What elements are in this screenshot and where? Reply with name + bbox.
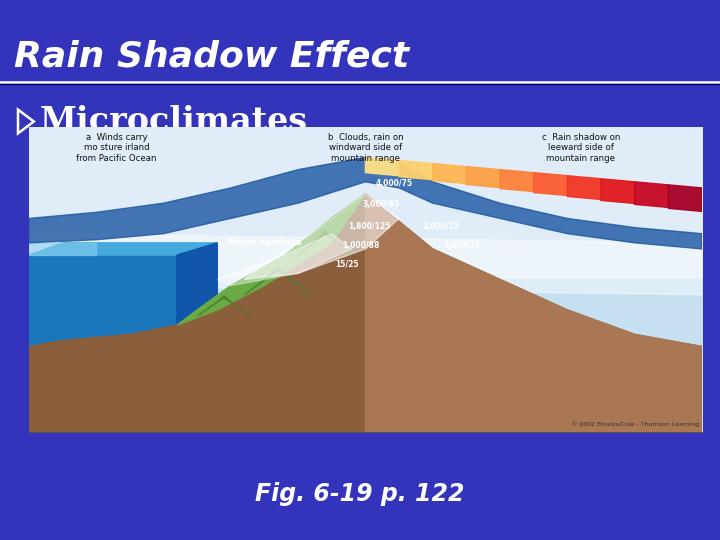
Text: Microclimates: Microclimates — [40, 105, 307, 138]
Polygon shape — [601, 179, 635, 204]
Polygon shape — [668, 185, 702, 212]
Polygon shape — [500, 170, 534, 192]
Polygon shape — [366, 194, 702, 432]
Polygon shape — [177, 194, 366, 325]
Polygon shape — [29, 255, 177, 356]
Polygon shape — [29, 243, 96, 255]
Polygon shape — [244, 268, 312, 295]
Text: Fig. 6-19 p. 122: Fig. 6-19 p. 122 — [256, 482, 464, 506]
Polygon shape — [197, 296, 251, 316]
Text: c  Rain shadow on
leeward side of
mountain range: c Rain shadow on leeward side of mountai… — [541, 133, 620, 163]
Polygon shape — [29, 243, 217, 255]
Text: a  Winds carry
mo sture irland
from Pacific Ocean: a Winds carry mo sture irland from Pacif… — [76, 133, 156, 163]
Polygon shape — [467, 166, 500, 187]
Polygon shape — [244, 194, 399, 280]
Text: Rain Shadow Effect: Rain Shadow Effect — [14, 40, 410, 73]
Text: 4,000/75: 4,000/75 — [376, 179, 413, 188]
Text: 2,000/25: 2,000/25 — [423, 221, 459, 231]
Polygon shape — [399, 160, 433, 180]
Polygon shape — [298, 232, 352, 255]
Polygon shape — [29, 347, 217, 356]
Polygon shape — [29, 194, 702, 432]
Text: 3,000/85: 3,000/85 — [362, 200, 399, 209]
Polygon shape — [29, 158, 702, 249]
Polygon shape — [567, 176, 601, 199]
Text: 15/25: 15/25 — [335, 260, 359, 269]
Text: Moist habitats: Moist habitats — [228, 238, 301, 247]
Polygon shape — [635, 182, 668, 207]
Polygon shape — [29, 347, 702, 432]
Bar — [29, 127, 702, 432]
Text: 1,800/125: 1,800/125 — [348, 221, 391, 231]
Text: 1,000/25: 1,000/25 — [443, 241, 480, 251]
Polygon shape — [177, 243, 217, 356]
Polygon shape — [433, 164, 467, 184]
Text: © 2002 Brooks/Cole - Thomson Learning: © 2002 Brooks/Cole - Thomson Learning — [570, 422, 698, 428]
Polygon shape — [366, 158, 399, 176]
Polygon shape — [534, 173, 567, 195]
Text: b  Clouds, rain on
windward side of
mountain range: b Clouds, rain on windward side of mount… — [328, 133, 403, 163]
Polygon shape — [29, 234, 702, 295]
Polygon shape — [217, 234, 352, 286]
Text: 1,000/88: 1,000/88 — [342, 241, 379, 251]
